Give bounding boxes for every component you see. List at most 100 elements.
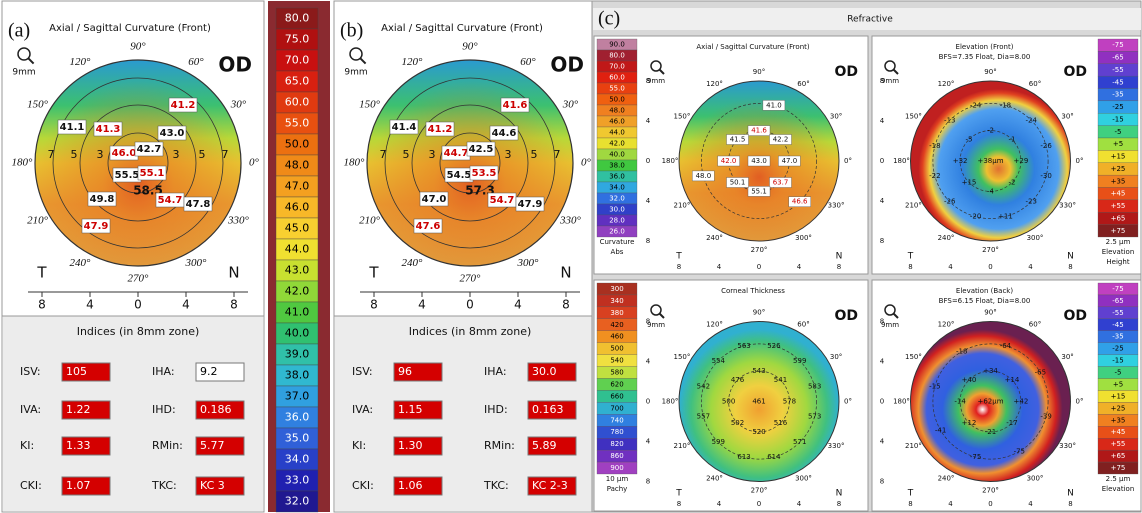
scale-label: 580 [610,369,623,377]
angle-label: 0° [844,157,852,165]
reading: 571 [793,438,806,446]
reading: 47.6 [416,221,441,232]
angle-label: 0° [581,157,592,169]
axis-label: 0 [757,263,761,271]
axis-label: 4 [880,438,885,446]
angle-label: 210° [905,442,922,450]
eye-label: OD [1063,64,1087,80]
indices-title: Indices (in 8mm zone) [77,325,200,338]
reading: 583 [808,383,821,391]
reading: 563 [737,342,750,350]
angle-label: 120° [402,56,424,68]
ring-label: 3 [429,148,436,161]
axis-label: 8 [837,263,841,271]
ring-label: 3 [505,148,512,161]
angle-label: 210° [673,442,690,450]
scale-label: 46.0 [285,201,310,214]
scale-label: 35.0 [285,432,310,445]
reading: -26 [1040,142,1052,150]
scale-label: 37.0 [285,390,310,403]
reading: 42.7 [137,144,162,155]
scale-label: 36.0 [609,173,625,181]
axis-label: 4 [797,500,802,508]
scale-label: 34.0 [285,453,310,466]
index-value: 1.33 [66,439,91,452]
angle-label: 300° [1027,475,1044,483]
scale-label: 45.0 [285,222,310,235]
panel-label: (b) [340,20,363,42]
axis-label: 0 [988,500,992,508]
reading: 476 [731,376,745,384]
reading: 41.6 [503,100,528,111]
reading: 541 [774,376,787,384]
reading: -18 [929,142,940,150]
ring-label: 7 [222,148,229,161]
index-value: 1.07 [66,479,91,492]
angle-label: 30° [830,113,842,121]
ring-label: 5 [403,148,410,161]
angle-label: 240° [402,257,424,269]
index-value: 105 [66,365,87,378]
reading: 578 [783,398,796,406]
index-value: 96 [398,365,412,378]
curvature-core [367,60,573,266]
reading: +29 [1014,157,1029,165]
angle-label: 270° [128,273,150,285]
angle-label: 150° [905,353,922,361]
scale-label: 46.0 [609,118,625,126]
axis-label: 8 [880,478,884,486]
reading: 53.5 [472,168,497,179]
ring-label: 5 [199,148,206,161]
scale-label: 90.0 [609,41,625,49]
scale-label: 44.0 [609,129,625,137]
reading: 46.0 [112,148,137,159]
angle-label: 270° [751,246,768,254]
angle-label: 210° [359,215,381,227]
axis-label: 8 [880,77,884,85]
index-name: CKI: [20,479,42,492]
reading: 520 [752,428,765,436]
reading: -18 [1000,101,1011,109]
axis-label: 8 [677,263,681,271]
reading: +38µm [977,157,1003,165]
angle-label: 120° [938,80,955,88]
ring-label: 5 [531,148,538,161]
reading: 554 [712,357,726,365]
index-value: 5.77 [200,439,225,452]
index-name: TKC: [483,479,509,492]
angle-label: 90° [984,68,996,76]
indices-title: Indices (in 8mm zone) [409,325,532,338]
angle-label: 240° [70,257,92,269]
scale-label: -55 [1112,66,1123,74]
reading: 557 [697,412,710,420]
index-name: IVA: [352,403,373,416]
scale-label: 30.0 [609,206,625,214]
index-value: 1.15 [398,403,423,416]
reading: 43.0 [751,157,767,165]
angle-label: 300° [1027,234,1044,242]
scale-label: 39.0 [285,348,310,361]
scale-label: -75 [1112,41,1123,49]
axis-label: 4 [880,197,885,205]
scale-label: 80.0 [609,52,625,60]
axis-label: 4 [514,298,522,312]
reading: 500 [722,398,735,406]
axis-label: 4 [717,500,722,508]
scale-label: -55 [1112,309,1123,317]
angle-label: 330° [227,215,250,227]
angle-label: 330° [1059,202,1076,210]
reading: 50.1 [730,178,746,186]
reading: -15 [929,383,940,391]
index-name: IHA: [152,365,175,378]
scale-label: 50.0 [609,96,625,104]
scale-label: 340 [610,297,623,305]
scale-label: 33.0 [285,474,310,487]
index-name: CKI: [352,479,374,492]
index-value: KC 3 [200,479,225,492]
angle-label: 240° [706,234,723,242]
scale-label: +5 [1113,140,1123,148]
angle-label: 150° [905,113,922,121]
scale-label: 380 [610,309,623,317]
scale-label: -15 [1112,357,1123,365]
angle-label: 30° [830,353,842,361]
